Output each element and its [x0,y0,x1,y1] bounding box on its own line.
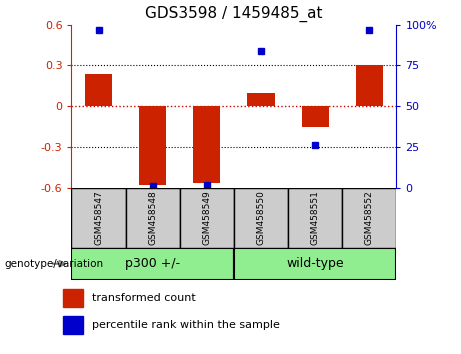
Text: GSM458549: GSM458549 [202,190,212,245]
Text: percentile rank within the sample: percentile rank within the sample [92,320,280,330]
Bar [139,106,166,185]
Bar [234,188,288,248]
Bar [63,316,83,334]
Bar [193,106,220,183]
Bar [234,248,396,280]
Bar [125,188,180,248]
Text: GSM458547: GSM458547 [94,190,103,245]
Bar [248,93,275,106]
Bar [356,65,383,106]
Bar [180,188,234,248]
Text: p300 +/-: p300 +/- [125,257,180,270]
Text: GSM458551: GSM458551 [311,190,320,245]
Title: GDS3598 / 1459485_at: GDS3598 / 1459485_at [145,6,323,22]
Text: GSM458550: GSM458550 [256,190,266,245]
Bar [301,106,329,127]
Text: transformed count: transformed count [92,293,196,303]
Text: GSM458548: GSM458548 [148,190,157,245]
Bar [71,188,125,248]
Text: genotype/variation: genotype/variation [5,259,104,269]
Bar [63,289,83,307]
Bar [342,188,396,248]
Bar [85,74,112,106]
Bar [71,248,234,280]
Bar [288,188,342,248]
Text: wild-type: wild-type [286,257,344,270]
Text: GSM458552: GSM458552 [365,190,374,245]
